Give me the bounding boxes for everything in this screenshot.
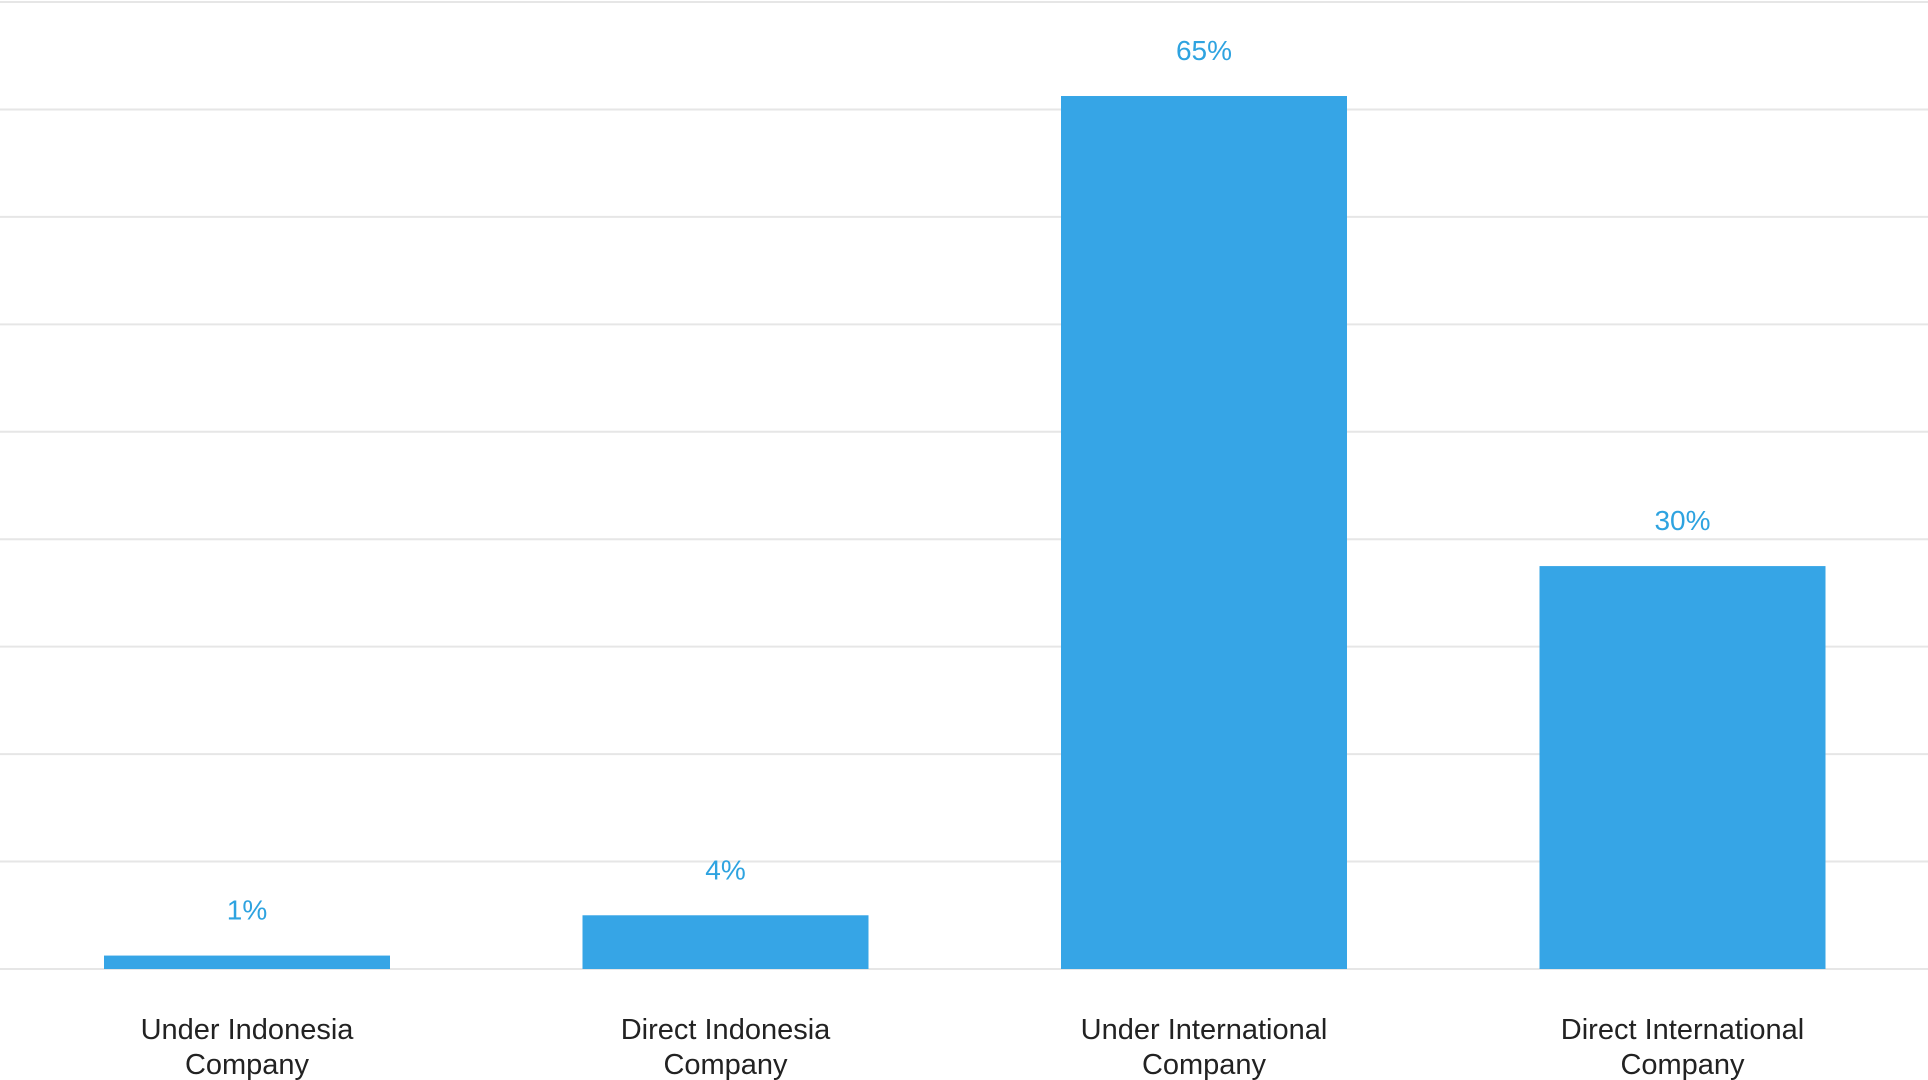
category-label: Company — [185, 1049, 310, 1080]
bar — [1061, 96, 1347, 969]
value-labels: 1% 4% 65% 30% — [227, 35, 1711, 926]
bar-value-label: 4% — [705, 854, 745, 885]
bar — [104, 955, 390, 969]
category-label: Company — [663, 1049, 788, 1080]
bar-value-label: 30% — [1654, 505, 1710, 536]
category-label: Direct Indonesia — [621, 1014, 831, 1046]
bar — [582, 915, 869, 969]
category-label: Under International — [1081, 1014, 1328, 1046]
bar-value-label: 1% — [227, 895, 267, 926]
category-label: Under Indonesia — [141, 1014, 355, 1046]
category-label: Direct International — [1561, 1014, 1804, 1046]
gridlines — [0, 1, 1928, 970]
category-label: Company — [1142, 1049, 1267, 1080]
bar — [1539, 566, 1826, 969]
bars — [104, 96, 1826, 969]
category-label: Company — [1620, 1049, 1745, 1080]
bar-value-label: 65% — [1176, 35, 1232, 66]
